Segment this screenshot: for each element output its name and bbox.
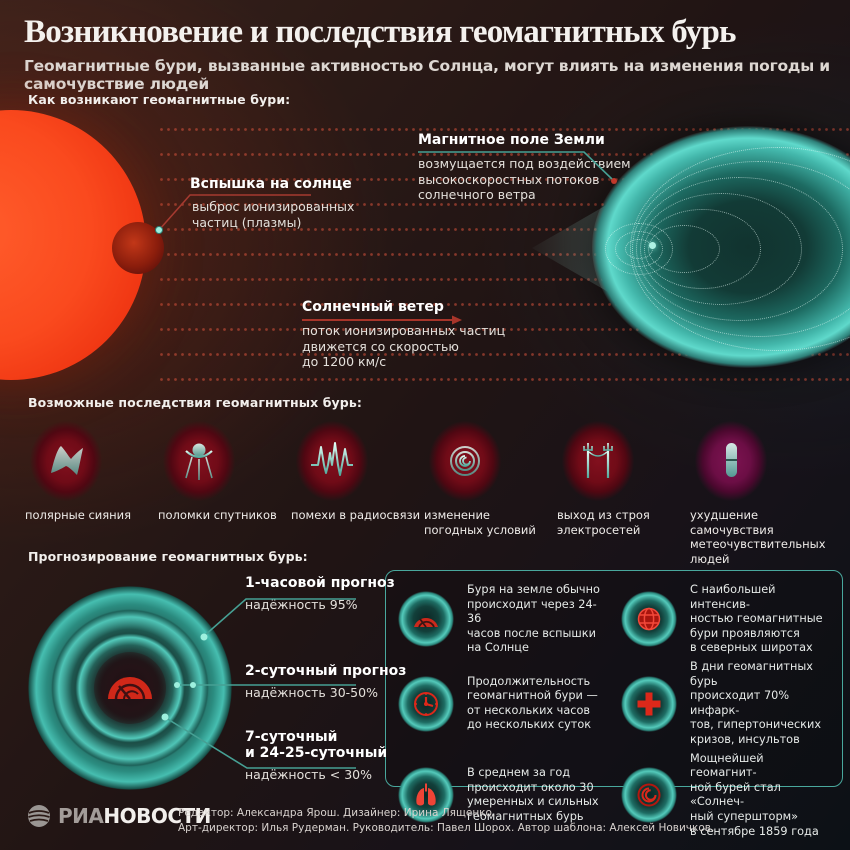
- power-lines-icon: [583, 443, 613, 478]
- brand-novosti: НОВОСТИ: [103, 804, 211, 828]
- forecast-level-2: 2-суточный прогноз надёжность 30-50%: [245, 663, 407, 700]
- fact-item: С наибольшей интенсив- ностью геомагнитн…: [621, 583, 830, 656]
- storm-spiral-icon: [637, 783, 661, 807]
- credits-line-1: Редактор: Александра Ярош. Дизайнер: Ири…: [178, 807, 496, 819]
- flare-callout-desc: выброс ионизированных частиц (плазмы): [192, 199, 355, 230]
- ria-novosti-logo: РИАНОВОСТИ: [26, 803, 211, 829]
- magnetosphere: [532, 118, 850, 378]
- field-callout-title: Магнитное поле Земли: [418, 132, 605, 148]
- brand-ria: РИА: [58, 804, 104, 828]
- fact-item: Буря на земле обычно происходит через 24…: [398, 583, 607, 656]
- gauge-icon: [414, 618, 438, 629]
- aurora-icon: [51, 446, 83, 475]
- clock-icon: [414, 691, 438, 716]
- globe-icon: [637, 608, 661, 631]
- globe-logo-icon: [28, 805, 50, 827]
- fact-item: Мощнейшей геомагнит- ной бурей стал «Сол…: [621, 752, 830, 840]
- fact-item: В дни геомагнитных бурь происходит 70% и…: [621, 660, 830, 748]
- forecast-heading: Прогнозирование геомагнитных бурь:: [28, 549, 308, 564]
- gauge-icon: [108, 677, 152, 700]
- radio-wave-icon: [311, 442, 353, 476]
- fact-item: Продолжительность геомагнитной бури — от…: [398, 660, 607, 748]
- satellite-icon: [185, 443, 213, 480]
- pill-icon: [726, 443, 737, 477]
- earth-dot: [649, 242, 656, 249]
- facts-panel: Буря на земле обычно происходит через 24…: [385, 570, 843, 838]
- wind-callout-title: Солнечный ветер: [302, 299, 444, 315]
- flare-callout-title: Вспышка на солнце: [190, 176, 352, 192]
- page-subtitle: Геомагнитные бури, вызванные активностью…: [24, 57, 830, 93]
- formation-heading: Как возникают геомагнитные бури:: [28, 92, 291, 107]
- lungs-icon: [416, 783, 436, 806]
- credits: Редактор: Александра Ярош. Дизайнер: Ири…: [178, 806, 714, 836]
- page-title: Возникновение и последствия геомагнитных…: [24, 14, 736, 50]
- forecast-level-1: 1-часовой прогноз надёжность 95%: [245, 575, 395, 612]
- wind-callout-desc: поток ионизированных частиц движется со …: [302, 323, 506, 369]
- consequences-heading: Возможные последствия геомагнитных бурь:: [28, 395, 362, 410]
- field-callout-desc: возмущается под воздействием высокоскоро…: [418, 156, 631, 202]
- fact-item: В среднем за год происходит около 30 уме…: [398, 752, 607, 840]
- credits-line-2: Арт-директор: Илья Рудерман. Руководител…: [178, 822, 715, 834]
- solar-flare: [112, 222, 164, 274]
- forecast-level-3: 7-суточный и 24-25-суточный надёжность <…: [245, 729, 388, 782]
- cyclone-icon: [450, 446, 480, 476]
- medical-cross-icon: [637, 692, 661, 716]
